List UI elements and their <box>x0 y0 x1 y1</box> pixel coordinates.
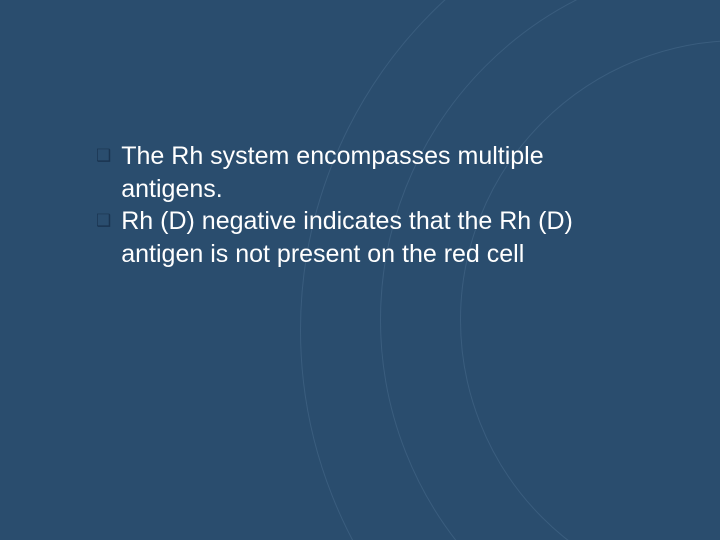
bullet-marker-icon: ❑ <box>96 145 111 205</box>
bullet-marker-icon: ❑ <box>96 210 111 270</box>
decorative-circle-small <box>460 40 720 540</box>
bullet-text: The Rh system encompasses multiple antig… <box>121 140 610 205</box>
bullet-item: ❑ Rh (D) negative indicates that the Rh … <box>96 205 610 270</box>
decorative-circle-medium <box>380 0 720 540</box>
bullet-list: ❑ The Rh system encompasses multiple ant… <box>96 140 610 270</box>
bullet-item: ❑ The Rh system encompasses multiple ant… <box>96 140 610 205</box>
bullet-text: Rh (D) negative indicates that the Rh (D… <box>121 205 610 270</box>
decorative-circle-large <box>300 0 720 540</box>
